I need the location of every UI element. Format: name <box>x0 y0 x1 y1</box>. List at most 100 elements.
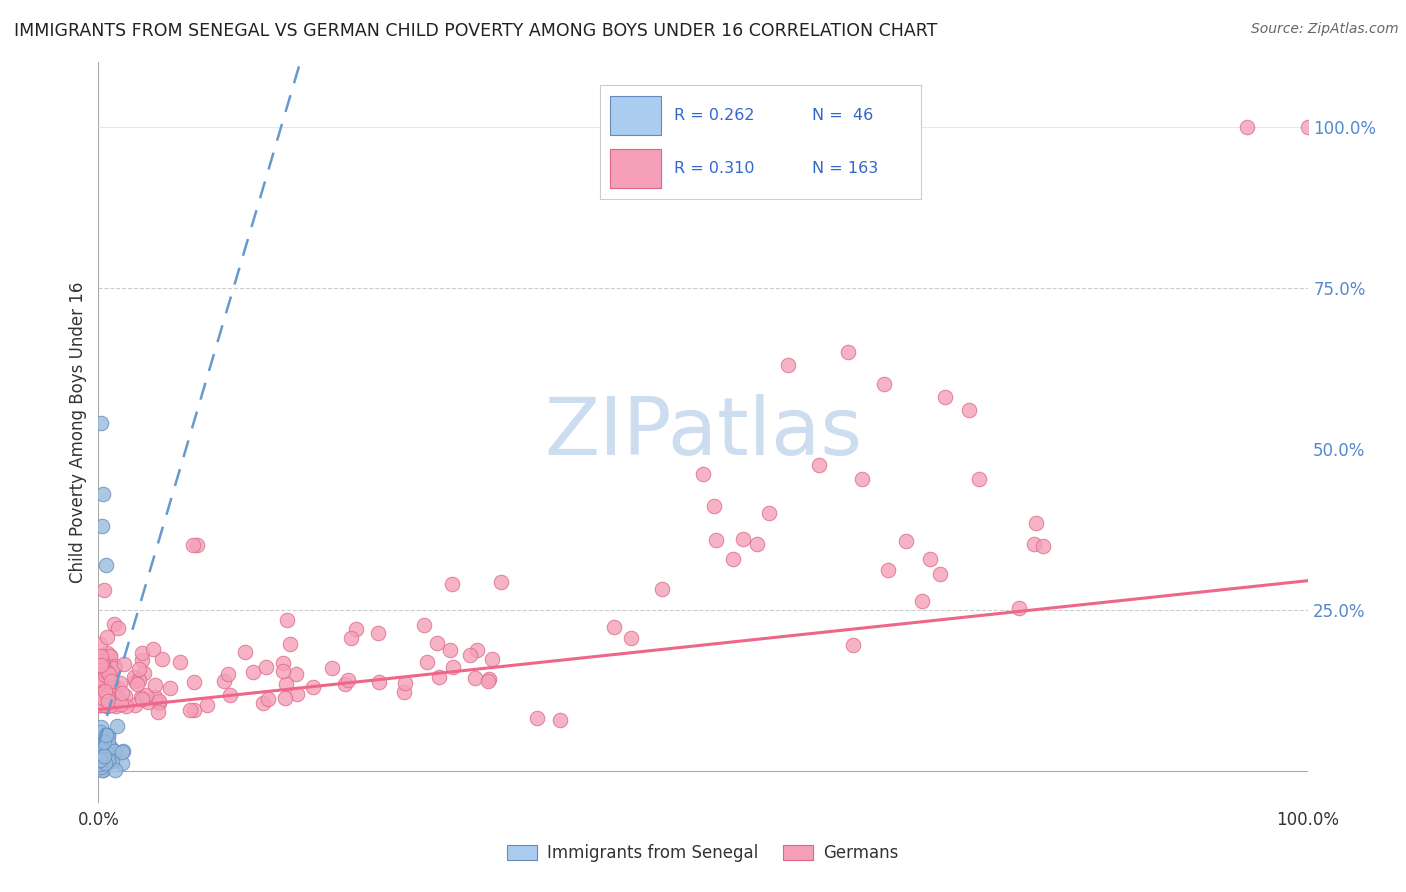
Point <box>91 752 114 766</box>
Point <box>90 692 112 706</box>
Point <box>114 689 136 703</box>
Point <box>808 458 831 473</box>
Point <box>100 668 122 682</box>
Point <box>90 695 112 709</box>
Point <box>100 698 122 712</box>
Point <box>91 658 114 673</box>
Point <box>90 657 112 672</box>
Point <box>107 621 129 635</box>
Point <box>125 677 148 691</box>
Point <box>271 656 294 670</box>
Point <box>110 675 132 690</box>
Point <box>124 674 146 689</box>
Point <box>101 695 124 709</box>
Text: ZIPatlas: ZIPatlas <box>544 393 862 472</box>
Point <box>89 698 111 713</box>
Point <box>132 665 155 680</box>
Point <box>89 755 111 769</box>
Point <box>93 668 115 682</box>
Point <box>90 759 112 773</box>
Point <box>367 674 389 689</box>
Point <box>894 533 917 548</box>
Point <box>90 720 112 734</box>
Point <box>285 667 308 681</box>
Point <box>195 698 218 712</box>
Point <box>1236 120 1258 134</box>
Point <box>143 690 166 704</box>
Point <box>426 636 449 650</box>
Text: Source: ZipAtlas.com: Source: ZipAtlas.com <box>1251 22 1399 37</box>
Point <box>131 653 153 667</box>
Point <box>111 744 134 758</box>
Point <box>256 692 278 706</box>
Point <box>98 690 121 705</box>
Point <box>1032 539 1054 553</box>
Point <box>274 690 297 705</box>
Point <box>90 416 112 430</box>
Point <box>967 472 990 486</box>
Point <box>101 679 124 693</box>
Point <box>254 659 277 673</box>
Point <box>96 647 118 661</box>
Point <box>439 643 461 657</box>
Point <box>90 654 112 668</box>
Point <box>89 698 111 712</box>
Point <box>394 676 416 690</box>
Point <box>100 674 122 689</box>
Y-axis label: Child Poverty Among Boys Under 16: Child Poverty Among Boys Under 16 <box>69 282 87 583</box>
Point <box>93 583 115 598</box>
Point <box>135 688 157 702</box>
Point <box>877 563 900 577</box>
Text: IMMIGRANTS FROM SENEGAL VS GERMAN CHILD POVERTY AMONG BOYS UNDER 16 CORRELATION : IMMIGRANTS FROM SENEGAL VS GERMAN CHILD … <box>14 22 938 40</box>
Point <box>93 698 115 712</box>
Point <box>93 748 115 763</box>
Point <box>337 673 360 687</box>
Point <box>183 703 205 717</box>
Point <box>90 760 112 774</box>
Point <box>91 519 114 533</box>
Point <box>274 677 297 691</box>
Point <box>136 695 159 709</box>
Point <box>758 506 780 520</box>
Point <box>98 648 121 663</box>
Point <box>93 684 115 698</box>
Point <box>148 693 170 707</box>
Point <box>148 696 170 710</box>
Point <box>115 699 138 714</box>
Point <box>90 742 112 756</box>
Point <box>96 665 118 680</box>
Point <box>704 533 727 548</box>
Legend: Immigrants from Senegal, Germans: Immigrants from Senegal, Germans <box>501 838 905 869</box>
Point <box>94 692 117 706</box>
Point <box>89 698 111 712</box>
Point <box>131 691 153 706</box>
Point <box>89 657 111 671</box>
Point <box>90 759 112 773</box>
Point <box>97 735 120 749</box>
Point <box>128 673 150 688</box>
Point <box>111 745 134 759</box>
Point <box>464 672 486 686</box>
Point <box>911 593 934 607</box>
Point <box>412 618 434 632</box>
Point <box>159 681 181 695</box>
Point <box>100 659 122 673</box>
Point <box>97 694 120 708</box>
Point <box>181 538 204 552</box>
Point <box>91 754 114 768</box>
Point <box>217 666 239 681</box>
Point <box>103 661 125 675</box>
Point <box>90 684 112 698</box>
Point <box>94 746 117 760</box>
Point <box>1024 537 1046 551</box>
Point <box>278 637 301 651</box>
Point <box>97 729 120 743</box>
Point <box>94 728 117 742</box>
Point <box>179 703 201 717</box>
Point <box>96 699 118 714</box>
Point <box>89 742 111 756</box>
Point <box>90 649 112 664</box>
Point <box>91 763 114 777</box>
Point <box>920 552 942 566</box>
Point <box>477 673 499 688</box>
